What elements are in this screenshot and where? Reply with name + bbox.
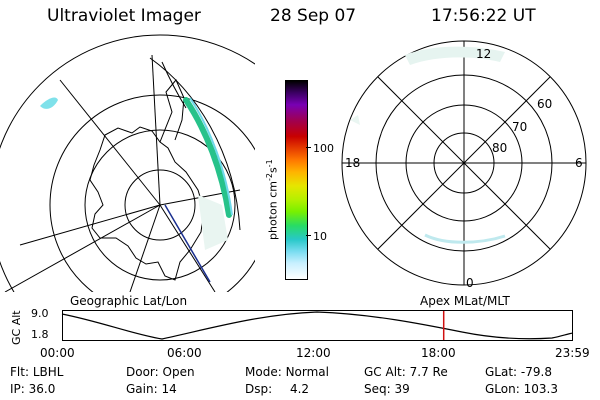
colorbar-tick-mark (306, 235, 311, 236)
geo-meridian (59, 79, 161, 206)
aurora-emission (405, 46, 505, 65)
status-door: Door: Open (126, 365, 195, 379)
mlat-label-60: 60 (537, 97, 553, 111)
satellite-ground-track (164, 204, 211, 283)
colorbar-tick-100: 100 (313, 142, 334, 155)
status-glat: GLat: -79.8 (485, 365, 552, 379)
geo-lat-ring-2 (49, 94, 255, 292)
status-gain: Gain: 14 (126, 382, 177, 396)
status-dsp: Dsp: 4.2 (245, 382, 310, 396)
orbit-track (161, 61, 187, 109)
colorbar-tick-10: 10 (313, 230, 327, 243)
altitude-plot-frame (62, 310, 573, 341)
altitude-tick-max: 9.0 (31, 307, 49, 320)
aurora-emission (350, 115, 360, 125)
status-ip: IP: 36.0 (10, 382, 56, 396)
mlt-label-top: 12 (476, 47, 492, 61)
geo-lat-ring-inner (124, 169, 196, 241)
time-tick-00: 00:00 (40, 346, 75, 360)
geo-lat-ring-outer (0, 34, 255, 292)
status-seq: Seq: 39 (364, 382, 410, 396)
magnetic-polar-plot (341, 40, 587, 286)
time-tick-06: 06:00 (167, 346, 202, 360)
colorbar (285, 80, 308, 280)
time-tick-end: 23:59 (555, 346, 590, 360)
date-label: 28 Sep 07 (270, 6, 357, 26)
time-tick-18: 18:00 (421, 346, 456, 360)
mlt-line-diag (377, 76, 551, 250)
geo-meridian (159, 204, 216, 292)
geo-meridian (151, 54, 161, 206)
mag-panel-title: Apex MLat/MLT (420, 294, 510, 308)
altitude-axis-label: GC Alt (10, 310, 23, 345)
mlat-label-70: 70 (512, 120, 528, 134)
aurora-emission (40, 97, 58, 109)
colorbar-tick-mark (306, 147, 311, 148)
time-tick-12: 12:00 (296, 346, 331, 360)
geo-meridian (129, 204, 161, 292)
status-filter: Flt: LBHL (10, 365, 64, 379)
altitude-tick-min: 1.8 (31, 328, 49, 341)
aurora-emission (189, 97, 233, 216)
time-label: 17:56:22 UT (431, 6, 536, 26)
coastline (89, 126, 205, 281)
aurora-emission (198, 195, 228, 250)
altitude-curve (61, 311, 574, 340)
status-gc-alt: GC Alt: 7.7 Re (364, 365, 448, 379)
mlat-label-80: 80 (492, 141, 508, 155)
aurora-emission (424, 233, 506, 244)
aurora-emission (183, 97, 232, 218)
status-mode: Mode: Normal (245, 365, 329, 379)
altitude-timeline-plot (61, 310, 574, 341)
geo-meridian (4, 204, 161, 292)
geo-lat-ring-3 (84, 129, 236, 281)
geo-panel-title: Geographic Lat/Lon (70, 294, 188, 308)
geo-meridian (19, 204, 161, 246)
status-glon: GLon: 103.3 (485, 382, 558, 396)
mlt-label-bottom: 0 (466, 276, 474, 290)
mlt-label-right: 6 (575, 156, 583, 170)
instrument-title: Ultraviolet Imager (47, 6, 201, 26)
mlt-label-left: 18 (345, 156, 361, 170)
geographic-polar-plot (0, 34, 255, 292)
colorbar-unit-label: photon cm-2s-1 (265, 159, 280, 240)
